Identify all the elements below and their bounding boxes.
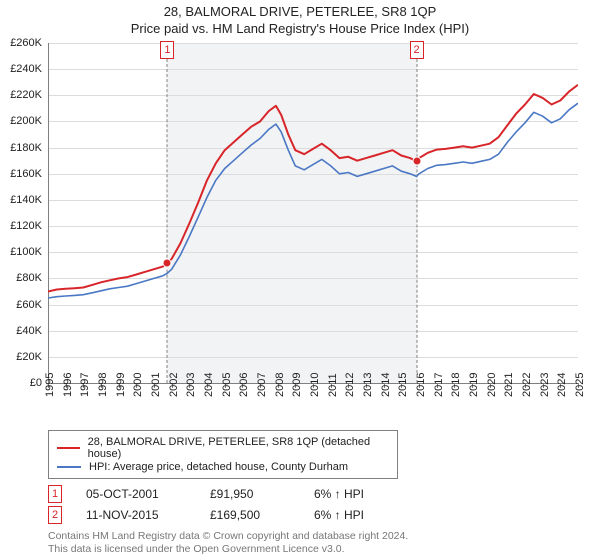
chart-container: 28, BALMORAL DRIVE, PETERLEE, SR8 1QP Pr… <box>0 0 600 560</box>
y-tick-label: £260K <box>0 37 42 49</box>
series-svg <box>48 43 578 383</box>
chart-plot: £0£20K£40K£60K£80K£100K£120K£140K£160K£1… <box>48 42 578 402</box>
footer-line1: Contains HM Land Registry data © Crown c… <box>48 530 590 543</box>
series-subject <box>48 85 578 292</box>
attribution: Contains HM Land Registry data © Crown c… <box>48 530 590 556</box>
y-tick-label: £180K <box>0 142 42 154</box>
event-price: £91,950 <box>210 487 290 501</box>
legend-label: HPI: Average price, detached house, Coun… <box>89 461 348 473</box>
y-tick-label: £120K <box>0 220 42 232</box>
plot-area: £0£20K£40K£60K£80K£100K£120K£140K£160K£1… <box>48 42 578 382</box>
event-pct: 6% ↑ HPI <box>314 487 394 501</box>
title-address: 28, BALMORAL DRIVE, PETERLEE, SR8 1QP <box>0 4 600 19</box>
event-flag: 1 <box>48 485 62 503</box>
legend-box: 28, BALMORAL DRIVE, PETERLEE, SR8 1QP (d… <box>48 430 398 479</box>
y-tick-label: £80K <box>0 272 42 284</box>
price-marker <box>412 157 421 166</box>
event-flag: 2 <box>48 506 62 524</box>
legend-swatch <box>57 466 81 468</box>
legend-swatch <box>57 447 80 449</box>
titles: 28, BALMORAL DRIVE, PETERLEE, SR8 1QP Pr… <box>0 0 600 36</box>
event-list: 1 05-OCT-2001 £91,950 6% ↑ HPI 2 11-NOV-2015 £… <box>48 485 590 524</box>
legend-row: 28, BALMORAL DRIVE, PETERLEE, SR8 1QP (d… <box>57 436 389 460</box>
event-date: 05-OCT-2001 <box>86 487 186 501</box>
legend-row: HPI: Average price, detached house, Coun… <box>57 461 389 473</box>
y-tick-label: £140K <box>0 194 42 206</box>
y-tick-label: £60K <box>0 299 42 311</box>
y-tick-label: £160K <box>0 168 42 180</box>
y-tick-label: £200K <box>0 115 42 127</box>
y-tick-label: £0 <box>0 377 42 389</box>
footer-line2: This data is licensed under the Open Gov… <box>48 543 590 556</box>
event-row: 1 05-OCT-2001 £91,950 6% ↑ HPI <box>48 485 590 503</box>
series-hpi <box>48 103 578 298</box>
title-subtitle: Price paid vs. HM Land Registry's House … <box>0 21 600 36</box>
legend-label: 28, BALMORAL DRIVE, PETERLEE, SR8 1QP (d… <box>88 436 389 460</box>
y-tick-label: £100K <box>0 246 42 258</box>
event-date: 11-NOV-2015 <box>86 508 186 522</box>
y-tick-label: £40K <box>0 325 42 337</box>
event-price: £169,500 <box>210 508 290 522</box>
price-marker <box>163 258 172 267</box>
event-pct: 6% ↑ HPI <box>314 508 394 522</box>
y-tick-label: £220K <box>0 89 42 101</box>
event-row: 2 11-NOV-2015 £169,500 6% ↑ HPI <box>48 506 590 524</box>
y-tick-label: £20K <box>0 351 42 363</box>
y-tick-label: £240K <box>0 63 42 75</box>
